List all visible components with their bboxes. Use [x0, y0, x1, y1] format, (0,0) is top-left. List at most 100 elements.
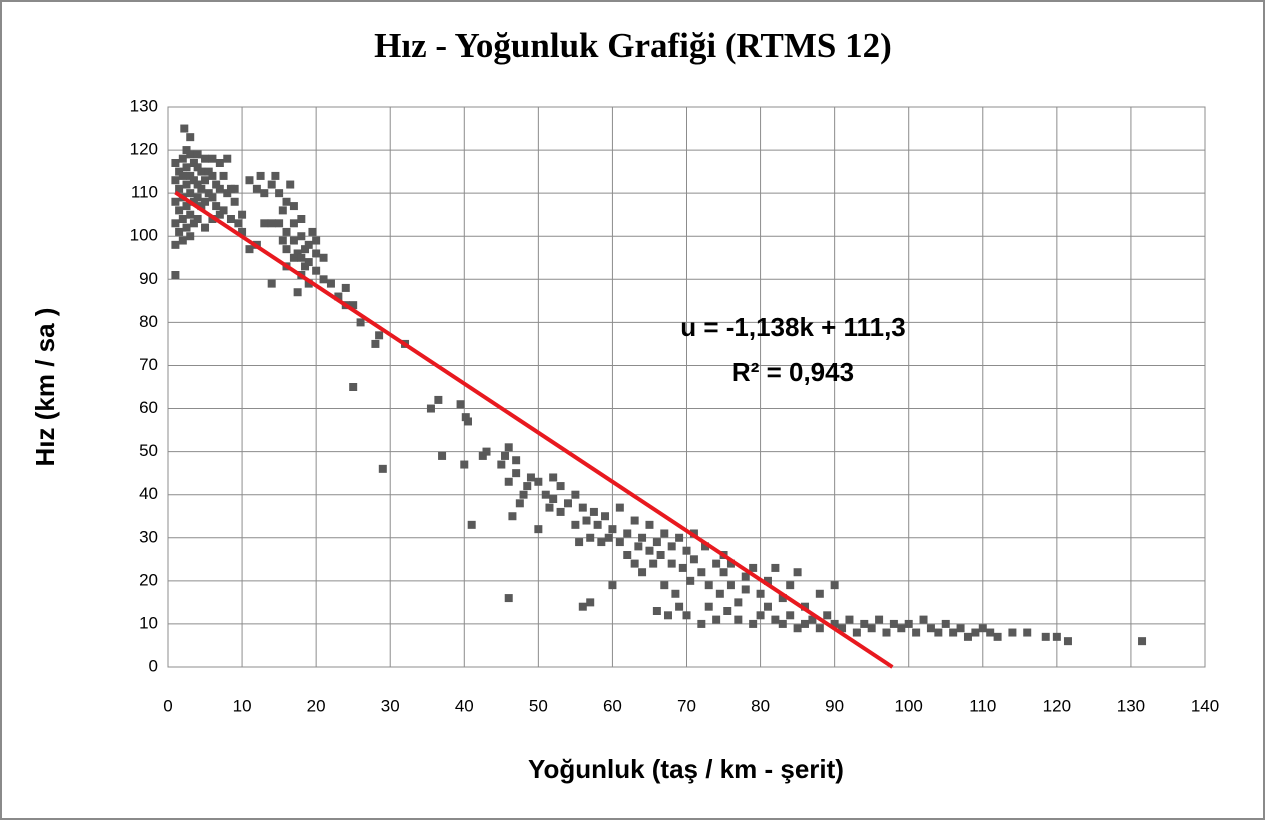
- point: [897, 624, 906, 633]
- point: [578, 503, 587, 512]
- point: [697, 619, 706, 628]
- plot-area: 0 10 20 30 40 50 60 70 80 90 100 110 120 130 0 10 20 30 40…: [130, 96, 1220, 715]
- point: [182, 180, 191, 189]
- point: [986, 628, 995, 637]
- point: [801, 602, 810, 611]
- point: [304, 258, 313, 267]
- point: [723, 607, 732, 615]
- point: [771, 563, 780, 572]
- point: [545, 503, 554, 512]
- y-tick-label: 100: [130, 226, 158, 245]
- point: [571, 520, 580, 529]
- point: [245, 245, 254, 254]
- point: [260, 219, 269, 228]
- point: [182, 202, 191, 211]
- y-tick-label: 120: [130, 140, 158, 159]
- point: [549, 473, 558, 482]
- point: [456, 400, 465, 409]
- point: [941, 619, 950, 628]
- x-axis-label: Yoğunluk (taş / km - şerit): [528, 754, 844, 784]
- point: [293, 288, 302, 297]
- point: [297, 215, 306, 223]
- point: [193, 180, 202, 189]
- point: [215, 159, 224, 167]
- point: [763, 602, 772, 611]
- point: [356, 318, 365, 327]
- point: [193, 150, 202, 159]
- point: [675, 533, 684, 542]
- point: [175, 227, 184, 236]
- point: [615, 538, 624, 547]
- point: [171, 197, 180, 206]
- point: [289, 219, 298, 228]
- point: [189, 219, 198, 228]
- point: [852, 628, 861, 637]
- point: [756, 589, 765, 598]
- chart-title: Hız - Yoğunluk Grafiği (RTMS 12): [374, 26, 892, 65]
- point: [793, 624, 802, 633]
- point: [504, 443, 513, 452]
- point: [704, 602, 713, 611]
- y-tick-label: 130: [130, 96, 158, 115]
- point: [589, 507, 598, 516]
- point: [919, 615, 928, 624]
- point: [193, 193, 202, 202]
- point: [375, 331, 384, 340]
- point: [649, 559, 658, 568]
- point: [438, 451, 447, 460]
- point: [182, 223, 191, 232]
- point: [289, 236, 298, 245]
- point: [934, 628, 943, 637]
- point: [712, 615, 721, 624]
- point: [312, 266, 321, 275]
- point: [193, 163, 202, 172]
- point: [501, 451, 510, 460]
- point: [349, 301, 358, 310]
- point: [1138, 637, 1147, 646]
- point: [275, 189, 284, 198]
- point: [186, 210, 195, 219]
- point: [549, 495, 558, 503]
- point: [978, 624, 987, 633]
- point: [682, 546, 691, 555]
- point: [623, 551, 632, 559]
- point: [541, 490, 550, 499]
- point: [726, 559, 735, 568]
- point: [463, 417, 472, 426]
- point: [1041, 632, 1050, 641]
- point: [426, 404, 435, 413]
- point: [645, 546, 654, 555]
- point: [963, 632, 972, 641]
- point: [719, 568, 728, 577]
- plot-border: [167, 106, 1206, 668]
- point: [689, 555, 698, 564]
- point: [793, 568, 802, 577]
- point: [645, 520, 654, 529]
- point: [749, 619, 758, 628]
- y-tick-label: 90: [139, 269, 158, 288]
- point: [638, 568, 647, 577]
- point: [260, 189, 269, 198]
- point: [434, 395, 443, 404]
- point: [304, 240, 313, 249]
- point: [204, 167, 213, 176]
- point: [515, 499, 524, 508]
- point: [275, 219, 284, 228]
- point: [815, 589, 824, 598]
- point: [286, 180, 295, 189]
- point: [460, 460, 469, 469]
- point: [845, 615, 854, 624]
- point: [519, 490, 528, 499]
- point: [175, 206, 184, 215]
- point: [278, 236, 287, 245]
- point: [926, 624, 935, 633]
- point: [575, 538, 584, 547]
- x-tick-label: 0: [163, 696, 172, 715]
- point: [912, 628, 921, 637]
- point: [197, 167, 206, 176]
- point: [189, 176, 198, 185]
- y-tick-label: 10: [139, 613, 158, 632]
- point: [308, 227, 317, 236]
- point: [201, 154, 210, 163]
- point: [512, 469, 521, 478]
